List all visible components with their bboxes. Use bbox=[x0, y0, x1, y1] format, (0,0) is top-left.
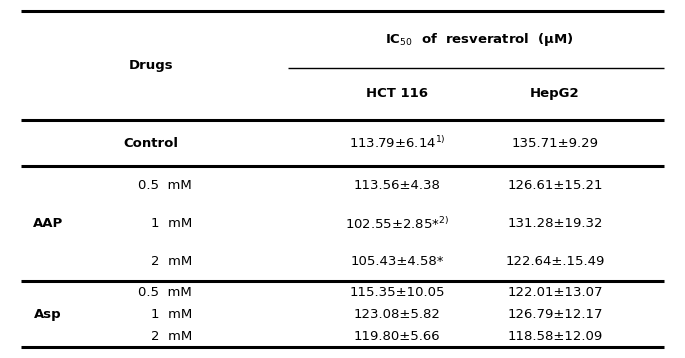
Text: Drugs: Drugs bbox=[128, 59, 173, 72]
Text: Asp: Asp bbox=[34, 308, 62, 321]
Text: 113.79±6.14$^{1)}$: 113.79±6.14$^{1)}$ bbox=[349, 135, 446, 151]
Text: HCT 116: HCT 116 bbox=[366, 87, 428, 101]
Text: 113.56±4.38: 113.56±4.38 bbox=[354, 179, 440, 192]
Text: 122.01±13.07: 122.01±13.07 bbox=[507, 286, 603, 299]
Text: 2  mM: 2 mM bbox=[151, 330, 192, 343]
Text: 123.08±5.82: 123.08±5.82 bbox=[354, 308, 440, 321]
Text: 102.55±2.85*$^{2)}$: 102.55±2.85*$^{2)}$ bbox=[345, 216, 449, 232]
Text: HepG2: HepG2 bbox=[530, 87, 580, 101]
Text: 119.80±5.66: 119.80±5.66 bbox=[354, 330, 440, 343]
Text: 126.61±15.21: 126.61±15.21 bbox=[507, 179, 603, 192]
Text: 1  mM: 1 mM bbox=[151, 217, 192, 230]
Text: Control: Control bbox=[123, 137, 178, 150]
Text: 126.79±12.17: 126.79±12.17 bbox=[507, 308, 603, 321]
Text: AAP: AAP bbox=[33, 217, 63, 230]
Text: 118.58±12.09: 118.58±12.09 bbox=[507, 330, 603, 343]
Text: 122.64±.15.49: 122.64±.15.49 bbox=[505, 256, 605, 268]
Text: IC$_{50}$  of  resveratrol  (μM): IC$_{50}$ of resveratrol (μM) bbox=[385, 31, 574, 48]
Text: 0.5  mM: 0.5 mM bbox=[138, 179, 192, 192]
Text: 135.71±9.29: 135.71±9.29 bbox=[511, 137, 599, 150]
Text: 115.35±10.05: 115.35±10.05 bbox=[349, 286, 445, 299]
Text: 131.28±19.32: 131.28±19.32 bbox=[507, 217, 603, 230]
Text: 1  mM: 1 mM bbox=[151, 308, 192, 321]
Text: 0.5  mM: 0.5 mM bbox=[138, 286, 192, 299]
Text: 2  mM: 2 mM bbox=[151, 256, 192, 268]
Text: 105.43±4.58*: 105.43±4.58* bbox=[351, 256, 444, 268]
